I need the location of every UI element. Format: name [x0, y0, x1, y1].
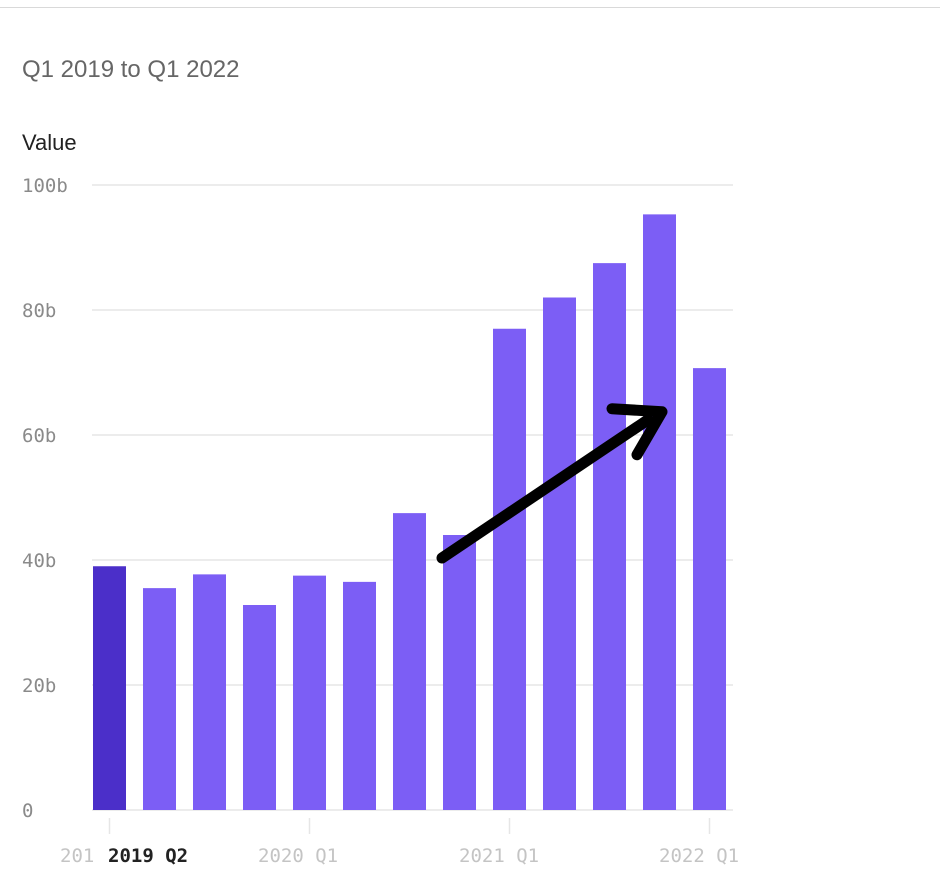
bars [93, 214, 726, 810]
bar-2021-q4 [643, 214, 676, 810]
bar-2020-q4 [443, 535, 476, 810]
y-tick-label: 60b [22, 425, 56, 447]
bar-2019-q3 [193, 574, 226, 810]
y-tick-labels: 0 20b 40b 60b 80b 100b [22, 175, 68, 822]
y-tick-label: 100b [22, 175, 68, 197]
y-tick-label: 0 [22, 800, 33, 822]
y-tick-label: 40b [22, 550, 56, 572]
y-tick-label: 80b [22, 300, 56, 322]
x-tick-label: 2021 Q1 [459, 845, 539, 867]
x-tick-label: 2022 Q1 [659, 845, 739, 867]
x-tick-label: 2020 Q1 [258, 845, 338, 867]
bar-2021-q1 [493, 328, 526, 810]
bar-2022-q1 [693, 368, 726, 810]
bar-2021-q2 [543, 297, 576, 810]
x-tick-labels: 201 2019 Q2 2020 Q1 2021 Q1 2022 Q1 [60, 818, 739, 867]
arrow-shaft [436, 414, 654, 564]
trend-arrow [436, 403, 668, 564]
bar-2019-q2 [143, 588, 176, 810]
chart-subtitle: Q1 2019 to Q1 2022 [22, 56, 240, 83]
bar-2020-q1 [293, 575, 326, 810]
bar-2020-q3 [393, 513, 426, 810]
top-rule [0, 7, 940, 8]
y-tick-label: 20b [22, 675, 56, 697]
x-tick-label: 201 [60, 845, 94, 867]
x-tick-label: 2019 Q2 [108, 845, 188, 867]
bar-2020-q2 [343, 581, 376, 810]
y-axis-label: Value [22, 130, 77, 155]
bar-2019-q1 [93, 566, 126, 810]
bar-2021-q3 [593, 263, 626, 810]
bar-2019-q4 [243, 605, 276, 810]
arrow-head [606, 403, 668, 461]
